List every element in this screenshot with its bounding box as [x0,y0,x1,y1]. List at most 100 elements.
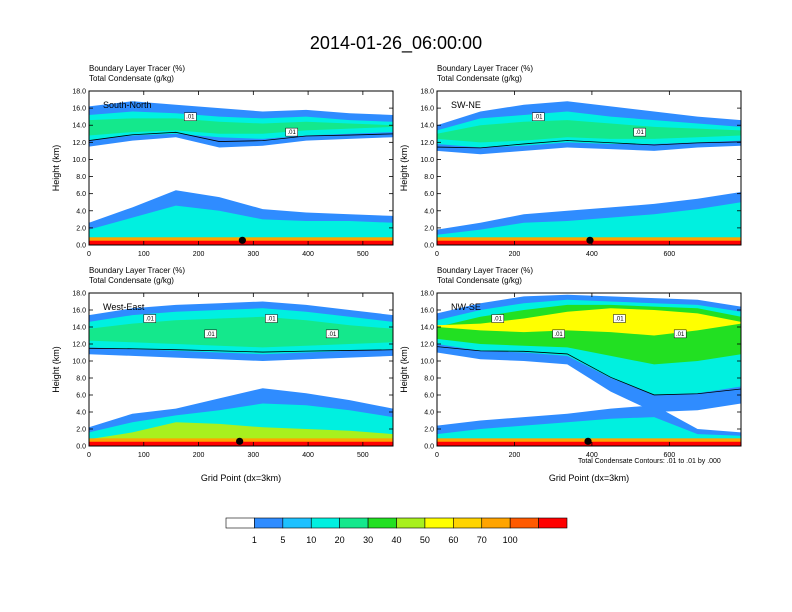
condensate-label: Total Condensate (g/kg) [89,276,174,285]
colorbar-box [538,517,568,529]
condensate-contour [89,347,393,353]
y-axis-label: Height (km) [399,346,409,393]
condensate-contour [89,131,393,142]
y-tick-label: 4.0 [76,208,86,215]
upper-band-3 [437,120,741,143]
panel-label: SW-NE [451,100,481,110]
y-tick-label: 8.0 [76,376,86,383]
colorbar-label: 70 [477,535,487,545]
x-tick-label: 500 [357,452,369,459]
y-tick-label: 12.0 [420,140,434,147]
contour-label-box [613,314,626,323]
colorbar-label: 100 [503,535,518,545]
y-tick-label: 16.0 [420,106,434,113]
x-tick-label: 300 [247,251,259,258]
contour-label: .01 [635,130,644,136]
x-tick-label: 400 [586,452,598,459]
y-tick-label: 0.0 [424,243,434,250]
y-tick-label: 16.0 [420,308,434,315]
y-tick-label: 0.0 [76,444,86,451]
panel-2: .01 .01 0 200 400 600 0.0 2.0 4.0 6.0 8.0 10.0 12.0 1… [399,64,742,258]
plot-frame [88,292,394,447]
y-tick-label: 10.0 [420,359,434,366]
contour-label-box [633,127,646,137]
colorbar-box [254,517,284,529]
contour-label: .01 [287,130,296,136]
y-tick-label: 10.0 [420,157,434,164]
y-tick-label: 2.0 [76,427,86,434]
colorbar-box [310,517,340,529]
y-tick-label: 4.0 [424,410,434,417]
y-tick-label: 6.0 [76,191,86,198]
y-tick-label: 4.0 [424,208,434,215]
contour-label-box [532,112,545,121]
plot-frame [436,292,742,447]
colorbar-label: 50 [420,535,430,545]
contour-label: .01 [615,317,624,323]
y-tick-label: 8.0 [424,376,434,383]
contour-label-box [204,329,217,339]
x-tick-label: 400 [302,452,314,459]
plot-frame [88,90,394,246]
colorbar-label: 40 [391,535,401,545]
y-tick-label: 8.0 [424,174,434,181]
contour-label: .01 [328,332,337,338]
contour-label-box [143,314,157,323]
x-tick-label: 200 [193,452,205,459]
y-tick-label: 6.0 [424,393,434,400]
y-tick-label: 0.0 [76,243,86,250]
location-marker [584,437,592,445]
panel-4: .01 .01 .01 .01 0 200 400 600 0.0 2.0 4.0 6.0 8.0 10.… [399,266,742,483]
x-tick-label: 600 [664,452,676,459]
y-tick-label: 12.0 [420,342,434,349]
condensate-label: Total Condensate (g/kg) [437,74,522,83]
contour-label-box [265,314,278,323]
colorbar-box [509,517,539,529]
colorbar-label: 60 [448,535,458,545]
tracer-field: .01 .01 .01 .01 [89,301,393,446]
x-axis-label: Grid Point (dx=3km) [549,473,629,483]
y-tick-label: 2.0 [76,225,86,232]
contour-label: .01 [146,317,155,323]
y-axis-label: Height (km) [399,145,409,192]
colorbar-box [367,517,397,529]
x-tick-label: 0 [87,251,91,258]
colorbar: 1 5 10 20 30 40 50 60 70 100 [225,517,568,545]
colorbar-box [453,517,483,529]
x-tick-label: 400 [302,251,314,258]
colorbar-label: 10 [306,535,316,545]
x-tick-label: 200 [193,251,205,258]
contour-label-box [673,329,687,339]
lower-band-2 [437,417,741,443]
y-tick-label: 6.0 [424,191,434,198]
y-tick-label: 6.0 [76,393,86,400]
contour-label: .01 [267,317,276,323]
contour-label: .01 [554,332,563,338]
location-marker [586,236,594,244]
panels: .01 .01 0 100 200 300 400 500 0.0 2.0 4.0 6.0 8.0 10.… [51,64,742,483]
lower-band-3 [89,422,393,443]
y-tick-label: 16.0 [72,308,86,315]
contour-label: .01 [186,115,195,121]
colorbar-label: 5 [280,535,285,545]
x-tick-label: 200 [509,251,521,258]
y-tick-label: 14.0 [72,325,86,332]
x-tick-label: 0 [87,452,91,459]
x-tick-label: 300 [247,452,259,459]
tracer-label: Boundary Layer Tracer (%) [89,64,185,73]
tracer-label: Boundary Layer Tracer (%) [437,64,533,73]
panel-3: .01 .01 .01 .01 0 100 200 300 400 500 0.0 2.0 4.0 6.0… [51,266,394,483]
y-tick-label: 10.0 [72,359,86,366]
contour-label-box [285,127,298,137]
contour-label-box [325,329,339,339]
y-axis-label: Height (km) [51,145,61,192]
panel-label: South-North [103,100,152,110]
y-tick-label: 0.0 [424,444,434,451]
condensate-contour [437,140,741,149]
y-tick-label: 8.0 [76,174,86,181]
y-tick-label: 2.0 [424,225,434,232]
x-tick-label: 500 [357,251,369,258]
colorbar-box [481,517,511,529]
tracer-field: .01 .01 [437,101,741,245]
